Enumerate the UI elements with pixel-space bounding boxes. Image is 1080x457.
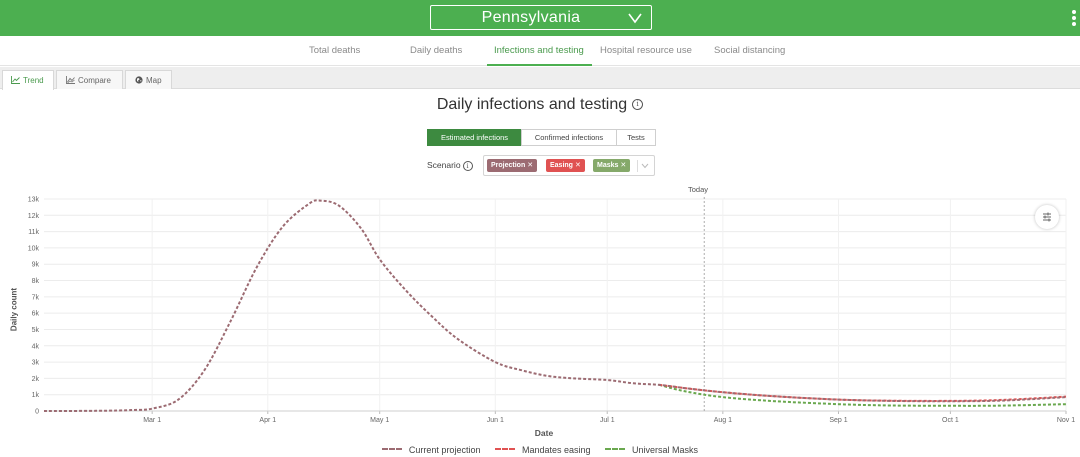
legend-item-current-projection[interactable]: Current projection [381,445,481,455]
scenario-select[interactable]: Projection ✕ Easing ✕ Masks ✕ [483,155,655,176]
scenario-label: Scenario i [427,160,473,171]
legend-item-mandates-easing[interactable]: Mandates easing [494,445,591,455]
legend-swatch [494,448,515,450]
chart-settings-button[interactable] [1035,205,1059,229]
y-tick-label: 0 [35,409,39,416]
y-axis-label: Daily count [9,287,19,332]
tab-social-distancing[interactable]: Social distancing [714,45,786,56]
chip-label: Masks [597,162,619,169]
view-tab-label: Trend [23,76,44,85]
y-tick-label: 13k [28,197,40,204]
y-tick-label: 6k [32,311,40,318]
primary-nav: Total deaths Daily deaths Infections and… [0,36,1080,66]
y-tick-label: 9k [32,262,40,269]
chart-title-text: Daily infections and testing [436,96,628,113]
legend-label: Current projection [408,445,481,455]
chevron-down-icon[interactable] [637,160,652,172]
y-tick-label: 7k [32,294,40,301]
chart-legend: Current projection Mandates easing Unive… [0,445,1080,455]
tab-daily-deaths[interactable]: Daily deaths [410,45,463,56]
location-select[interactable]: Pennsylvania [430,5,652,30]
y-tick-label: 3k [32,360,40,367]
x-tick-label: Apr 1 [259,417,276,424]
y-tick-label: 2k [32,376,40,383]
view-tab-label: Map [146,76,162,85]
series-line-universal-masks [659,383,1067,407]
x-tick-label: Aug 1 [714,417,732,424]
y-tick-label: 1k [32,392,40,399]
chart-title: Daily infections and testing i [0,96,1080,114]
line-chart-icon [11,76,20,84]
legend-label: Universal Masks [632,445,699,455]
scenario-label-text: Scenario [427,160,461,170]
view-tab-compare[interactable]: Compare [56,70,123,89]
tab-total-deaths[interactable]: Total deaths [309,45,361,56]
remove-icon[interactable]: ✕ [620,162,627,169]
scenario-chip-easing[interactable]: Easing ✕ [546,159,585,172]
top-bar: Pennsylvania [0,0,1080,36]
info-icon[interactable]: i [462,161,473,171]
today-label: Today [688,185,709,194]
series-line-mandates-easing [659,383,1067,402]
active-tab-indicator [487,64,592,66]
x-tick-label: Jul 1 [600,417,615,424]
y-tick-label: 12k [28,213,40,220]
more-vertical-icon[interactable] [1072,10,1078,26]
view-tab-label: Compare [78,76,111,85]
chevron-down-icon [628,13,642,24]
y-tick-label: 5k [32,327,40,334]
x-tick-label: Nov 1 [1057,417,1075,424]
location-label: Pennsylvania [481,9,581,26]
chip-label: Easing [550,162,573,169]
x-tick-label: Jun 1 [487,417,504,424]
x-tick-label: May 1 [370,417,389,424]
chip-label: Projection [491,162,526,169]
sliders-icon [1043,212,1051,222]
remove-icon[interactable]: ✕ [574,162,581,169]
y-tick-label: 10k [28,245,40,252]
legend-swatch [605,448,626,450]
scenario-chip-projection[interactable]: Projection ✕ [487,159,538,172]
legend-item-universal-masks[interactable]: Universal Masks [605,445,698,455]
y-tick-label: 4k [32,343,40,350]
info-icon[interactable]: i [632,99,644,110]
view-tab-trend[interactable]: Trend [2,70,54,90]
compare-chart-icon [66,76,75,84]
scenario-chip-masks[interactable]: Masks ✕ [593,159,631,172]
remove-icon[interactable]: ✕ [527,162,534,169]
legend-swatch [381,448,402,450]
y-tick-label: 8k [32,278,40,285]
toggle-estimated-infections[interactable]: Estimated infections [427,129,522,146]
x-tick-label: Oct 1 [942,417,959,424]
toggle-confirmed-infections[interactable]: Confirmed infections [521,129,617,146]
view-tab-map[interactable]: Map [125,70,172,89]
x-tick-label: Sep 1 [829,417,847,424]
globe-icon [135,76,143,84]
view-tabs: Trend Compare Map [0,67,1080,90]
legend-label: Mandates easing [521,445,591,455]
infections-chart: 0 1k 2k 3k 4k 5k 6k 7k 8k 9k 10k 11k 12k 13k Mar 1 Apr … [28,197,1076,425]
x-axis-label: Date [534,428,554,438]
y-tick-label: 11k [28,229,39,236]
tab-infections-testing[interactable]: Infections and testing [494,45,584,56]
tab-hospital-resource-use[interactable]: Hospital resource use [600,45,692,56]
toggle-tests[interactable]: Tests [616,129,656,146]
x-tick-label: Mar 1 [143,417,161,424]
